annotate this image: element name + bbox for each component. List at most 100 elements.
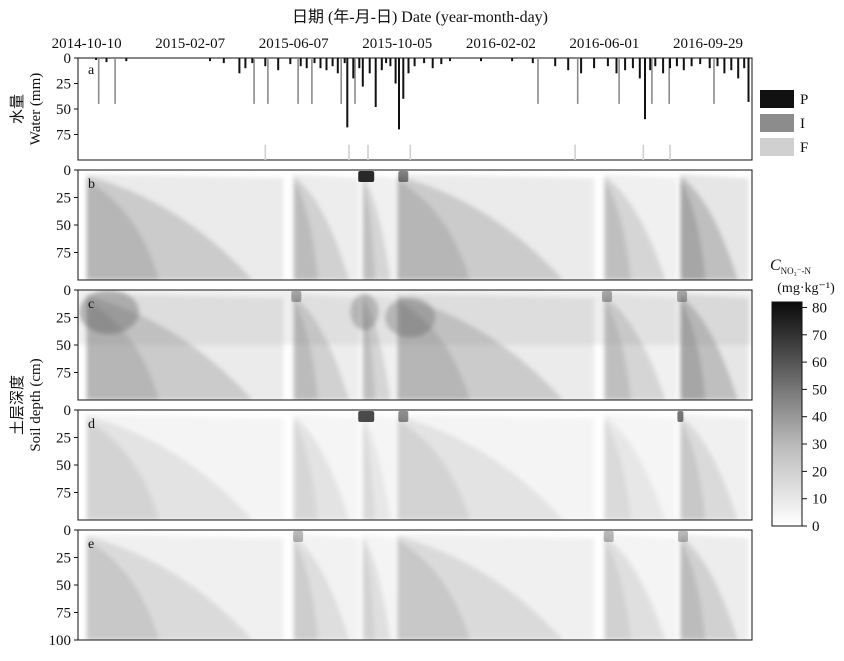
bar-p <box>413 58 416 67</box>
bar-p <box>380 58 383 71</box>
bar-p <box>407 58 410 74</box>
panel-d-letter: d <box>88 417 95 432</box>
y-tick-label-depth: 50 <box>56 458 71 474</box>
y-tick-label-water: 50 <box>56 102 71 118</box>
bar-p <box>431 58 434 69</box>
colorbar-subscript: NO₃⁻-N <box>781 266 812 276</box>
panel-e-letter: e <box>88 537 94 552</box>
bar-i <box>253 58 255 104</box>
colorbar-tick-label: 40 <box>812 410 827 426</box>
bar-p <box>368 58 371 74</box>
colorbar-tick-label: 0 <box>812 519 820 535</box>
y-tick-label-depth: 25 <box>56 311 71 327</box>
bar-f <box>264 144 267 160</box>
bar-p <box>313 58 316 64</box>
y-tick-label-depth: 0 <box>64 163 72 179</box>
y-tick-label-depth: 25 <box>56 551 71 567</box>
bar-p <box>682 58 685 71</box>
x-tick-label: 2016-09-29 <box>673 36 743 52</box>
bar-p <box>222 58 225 64</box>
bar-p <box>449 58 451 62</box>
legend-label-i: I <box>800 116 805 132</box>
bar-p <box>277 58 280 71</box>
y-tick-label-depth: 0 <box>64 523 72 539</box>
colorbar-tick-label: 50 <box>812 382 827 398</box>
bar-p <box>385 58 388 64</box>
panel-c-letter: c <box>88 297 94 312</box>
x-tick-label: 2015-02-07 <box>155 36 225 52</box>
soil-axis-label-cn: 土层深度 <box>9 375 26 435</box>
y-tick-labels: 0 25 50 75 0 25 50 75 0 25 50 75 0 25 50 75 0 25 50 75 100 <box>49 51 78 649</box>
bar-p <box>361 58 364 87</box>
panel-b-heatmap: b <box>77 169 753 281</box>
bar-p <box>305 58 308 69</box>
bar-p <box>358 58 361 69</box>
y-tick-label-depth: 75 <box>56 606 71 622</box>
y-tick-label-water: 25 <box>56 77 71 93</box>
bar-p <box>716 58 719 67</box>
bar-p <box>743 58 746 69</box>
x-tick-label: 2016-02-02 <box>466 36 536 52</box>
colorbar-tick-label: 80 <box>812 301 827 317</box>
soil-axis-title: 土层深度 Soil depth (cm) <box>9 358 44 451</box>
colorbar-tick-label: 70 <box>812 328 827 344</box>
legend: PIF <box>760 90 808 156</box>
panel-a-water: a <box>77 57 753 161</box>
soil-axis-label-en: Soil depth (cm) <box>28 358 44 451</box>
colorbar-tick-label: 10 <box>812 492 827 508</box>
colorbar-tick-label: 20 <box>812 464 827 480</box>
bar-p <box>654 58 657 67</box>
colorbar-unit: (mg·kg⁻¹) <box>777 281 835 296</box>
bar-f <box>669 144 671 160</box>
panel-a-letter: a <box>88 63 95 78</box>
legend-swatch-p <box>760 90 794 108</box>
bar-p <box>675 58 678 67</box>
bar-p <box>105 58 108 63</box>
bar-p <box>730 58 733 71</box>
bar-p <box>631 58 634 69</box>
bar-p <box>336 58 339 74</box>
bar-i <box>713 58 715 104</box>
bar-p <box>747 58 750 102</box>
bar-f <box>574 144 576 160</box>
y-tick-label-depth: 0 <box>64 403 72 419</box>
water-axis-title: 水量 Water (mm) <box>9 73 44 146</box>
bar-p <box>669 58 671 69</box>
bar-p <box>264 58 267 67</box>
bar-p <box>567 58 570 71</box>
bar-p <box>238 58 241 74</box>
bar-p <box>554 58 557 67</box>
bar-f <box>409 144 412 160</box>
bar-i <box>297 58 299 104</box>
panel-e-heatmap: e <box>77 529 753 641</box>
bar-p <box>319 58 322 69</box>
panel-b-letter: b <box>88 177 95 192</box>
bar-p <box>352 58 355 79</box>
bar-i <box>668 58 670 104</box>
bar-p <box>125 58 128 62</box>
water-axis-label-en: Water (mm) <box>28 73 44 146</box>
bar-i <box>97 58 100 104</box>
x-tick-label: 2014-10-10 <box>52 36 122 52</box>
bar-p <box>699 58 702 65</box>
bar-p <box>511 58 514 62</box>
bar-p <box>606 58 609 67</box>
bar-i <box>114 58 116 104</box>
bar-i <box>354 58 356 104</box>
y-tick-label-depth: 25 <box>56 191 71 207</box>
y-tick-label-water: 0 <box>64 51 72 67</box>
bar-p <box>402 58 405 99</box>
bar-p <box>244 58 247 69</box>
bar-p <box>346 58 349 128</box>
colorbar-tick-label: 30 <box>812 437 827 453</box>
water-axis-label-cn: 水量 <box>9 94 26 124</box>
y-tick-label-depth: 50 <box>56 218 71 234</box>
bar-p <box>325 58 328 71</box>
top-title: 日期 (年-月-日) Date (year-month-day) <box>292 8 548 26</box>
panel-c-heatmap: c <box>77 289 753 401</box>
bar-p <box>440 58 443 65</box>
bar-p <box>480 58 482 62</box>
bar-p <box>299 58 302 67</box>
bar-i <box>651 58 653 104</box>
